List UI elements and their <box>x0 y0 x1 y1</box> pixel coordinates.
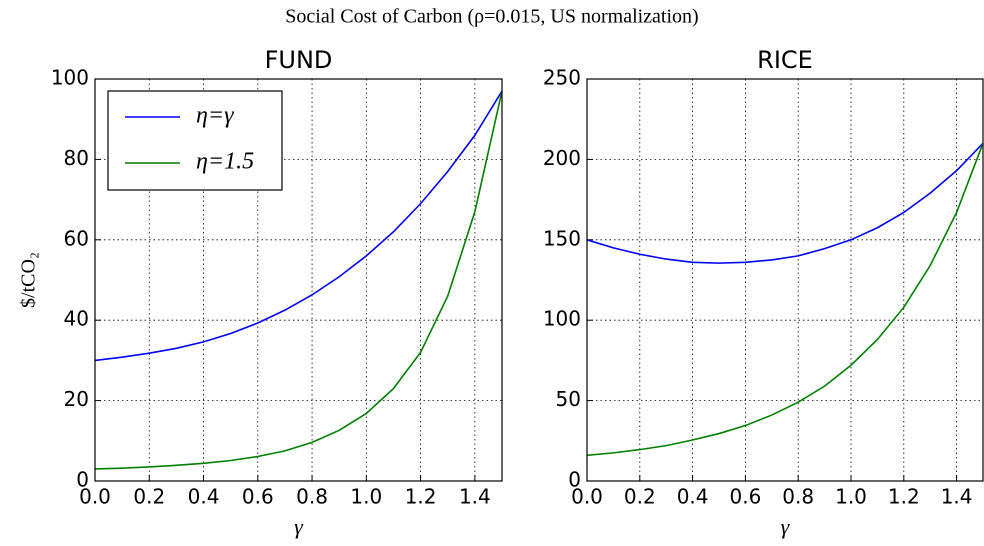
x-tick-label: 0.4 <box>188 485 220 509</box>
x-tick-label: 1.0 <box>350 485 382 509</box>
x-tick-label: 0.4 <box>677 485 709 509</box>
y-tick-label: 20 <box>64 387 89 411</box>
axes-frame <box>94 78 503 482</box>
x-tick-label: 0.2 <box>624 485 656 509</box>
x-tick-label: 1.2 <box>888 485 920 509</box>
series-line <box>94 90 503 470</box>
x-tick-label: 0.6 <box>729 485 761 509</box>
y-tick-label: 50 <box>556 387 581 411</box>
y-axis-label: $/tCO₂ <box>18 252 40 308</box>
x-tick-label: 1.4 <box>941 485 973 509</box>
chart-title: FUND <box>265 46 333 74</box>
y-tick-label: 100 <box>51 66 89 90</box>
x-tick-label: 0.8 <box>296 485 328 509</box>
y-tick-label: 0 <box>568 468 581 492</box>
y-tick-label: 40 <box>64 307 89 331</box>
chart-title: RICE <box>757 46 813 74</box>
axes-frame <box>586 78 984 482</box>
x-tick-label: 0.0 <box>79 485 111 509</box>
figure-title: Social Cost of Carbon (ρ=0.015, US norma… <box>285 6 698 28</box>
x-tick-label: 1.4 <box>459 485 491 509</box>
legend-label: η=γ <box>196 103 234 129</box>
x-tick-label: 0.6 <box>242 485 274 509</box>
y-tick-label: 0 <box>76 468 89 492</box>
legend-label: η=1.5 <box>196 149 254 175</box>
series-line <box>586 142 984 264</box>
x-axis-label: γ <box>781 514 791 539</box>
x-tick-label: 0.2 <box>133 485 165 509</box>
y-tick-label: 250 <box>543 66 581 90</box>
x-tick-label: 0.8 <box>782 485 814 509</box>
y-tick-label: 150 <box>543 226 581 250</box>
y-tick-label: 200 <box>543 146 581 170</box>
x-tick-label: 0.0 <box>571 485 603 509</box>
y-tick-label: 60 <box>64 226 89 250</box>
legend-box <box>107 90 283 191</box>
series-line <box>586 143 984 457</box>
x-tick-label: 1.0 <box>835 485 867 509</box>
series-line <box>94 90 503 362</box>
x-axis-label: γ <box>294 514 304 539</box>
y-tick-label: 100 <box>543 307 581 331</box>
y-tick-label: 80 <box>64 146 89 170</box>
x-tick-label: 1.2 <box>405 485 437 509</box>
